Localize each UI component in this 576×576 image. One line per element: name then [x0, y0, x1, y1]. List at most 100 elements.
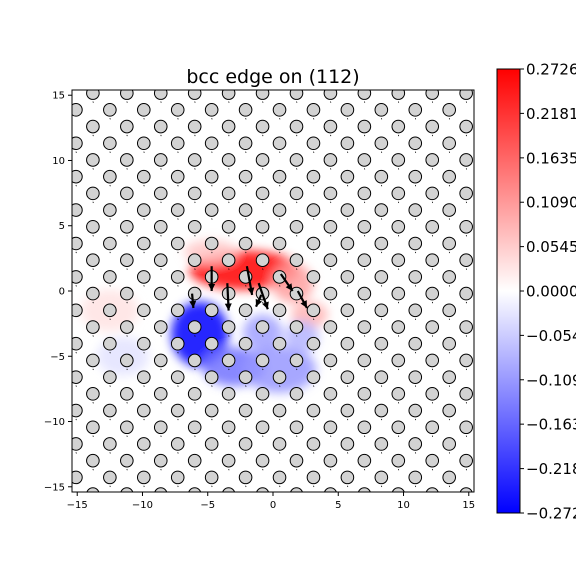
quiver-tick: [397, 468, 400, 471]
quiver-tick: [177, 184, 179, 187]
atom-marker: [357, 420, 372, 435]
atom-marker: [238, 136, 253, 151]
quiver-tick: [160, 234, 162, 237]
atom-marker: [120, 219, 134, 234]
atom-marker: [323, 186, 338, 201]
quiver-tick: [262, 234, 264, 237]
atom-marker: [323, 153, 338, 167]
atom-marker: [391, 219, 406, 234]
quiver-tick: [92, 468, 94, 471]
atom-marker: [306, 136, 321, 151]
atom-marker: [306, 437, 321, 451]
atom-marker: [255, 353, 270, 368]
quiver-tick: [211, 351, 213, 354]
atom-marker: [374, 169, 389, 184]
quiver-tick: [245, 151, 247, 153]
quiver-tick: [431, 435, 434, 437]
quiver-tick: [448, 285, 451, 287]
quiver-tick: [245, 118, 247, 120]
y-tick-label: 15: [52, 91, 65, 102]
quiver-tick: [109, 385, 111, 387]
quiver-tick: [414, 318, 417, 321]
quiver-tick: [330, 201, 332, 204]
atom-marker: [170, 437, 185, 451]
atom-marker: [153, 387, 168, 401]
atom-marker: [374, 370, 389, 384]
atom-marker: [340, 437, 355, 451]
atom-marker: [477, 170, 490, 183]
quiver-tick: [448, 351, 451, 354]
atom-marker: [187, 186, 202, 201]
quiver-tick: [363, 201, 366, 204]
quiver-tick: [92, 134, 94, 137]
chart-title: bcc edge on (112): [186, 66, 359, 88]
quiver-tick: [380, 485, 383, 488]
quiver-tick: [313, 251, 315, 254]
quiver-tick: [177, 151, 179, 153]
atom-marker: [289, 353, 304, 368]
quiver-tick: [211, 151, 213, 153]
quiver-tick: [296, 201, 298, 204]
atom-marker: [221, 90, 236, 100]
atom-marker: [255, 90, 270, 100]
displacement-arrow: [245, 266, 255, 296]
atom-marker: [459, 387, 473, 401]
quiver-tick: [397, 268, 400, 270]
quiver-tick: [92, 201, 94, 204]
quiver-tick: [228, 468, 230, 471]
quiver-tick: [279, 351, 281, 354]
quiver-tick: [92, 368, 94, 371]
quiver-tick: [262, 435, 264, 437]
atom-marker: [72, 236, 83, 251]
atom-marker: [86, 420, 100, 435]
colorbar: 0.2726 0.2181 0.1635 0.1090 0.0545 0.0000 −0.0…: [496, 61, 576, 523]
x-axis: −15 −10 −5 0 5 10 15: [67, 492, 475, 511]
quiver-tick: [177, 418, 179, 421]
quiver-tick: [431, 268, 434, 270]
atom-marker: [153, 286, 168, 301]
quiver-tick: [245, 218, 247, 220]
quiver-tick: [279, 218, 281, 220]
atom-marker: [323, 286, 338, 301]
atom-marker: [391, 420, 406, 435]
quiver-tick: [75, 251, 77, 254]
atom-marker: [136, 270, 151, 284]
quiver-tick: [347, 385, 349, 387]
atom-marker: [103, 169, 117, 184]
atom-marker: [425, 320, 440, 334]
quiver-tick: [363, 468, 366, 471]
atom-marker: [238, 169, 253, 184]
displacement-arrow: [257, 282, 269, 310]
atom-marker: [306, 470, 321, 485]
quiver-tick: [245, 418, 247, 421]
atom-marker: [323, 420, 338, 435]
atom-marker: [204, 103, 219, 117]
quiver-tick: [296, 101, 298, 103]
atom-marker: [187, 453, 202, 468]
atom-marker: [86, 320, 100, 334]
atom-marker: [170, 270, 185, 284]
quiver-tick: [347, 251, 349, 254]
atom-marker: [357, 320, 372, 334]
atom-marker: [153, 119, 168, 134]
quiver-tick: [109, 251, 111, 254]
atom-marker: [391, 186, 406, 201]
quiver-tick: [397, 402, 400, 404]
quiver-tick: [126, 168, 128, 170]
atom-marker: [374, 336, 389, 351]
quiver-tick: [143, 351, 145, 354]
quiver-tick: [109, 285, 111, 287]
atom-marker: [120, 353, 134, 368]
displacement-arrow: [189, 293, 197, 309]
atom-marker: [408, 103, 423, 117]
quiver-tick: [363, 134, 366, 137]
quiver-tick: [397, 134, 400, 137]
atom-marker: [391, 453, 406, 468]
y-axis: −15 −10 −5 0 5 10 15: [44, 91, 72, 493]
atom-marker: [170, 470, 185, 485]
quiver-tick: [465, 301, 468, 304]
atom-marker: [72, 336, 83, 351]
quiver-tick: [380, 184, 383, 187]
quiver-tick: [313, 184, 315, 187]
quiver-tick: [160, 335, 162, 337]
